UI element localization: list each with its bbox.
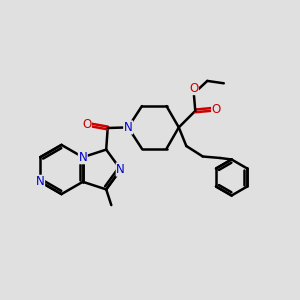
Text: N: N [116,163,125,176]
Text: O: O [212,103,221,116]
Text: N: N [78,151,87,164]
Text: N: N [36,175,45,188]
Text: N: N [124,121,133,134]
Text: O: O [82,118,91,131]
Text: O: O [189,82,198,94]
